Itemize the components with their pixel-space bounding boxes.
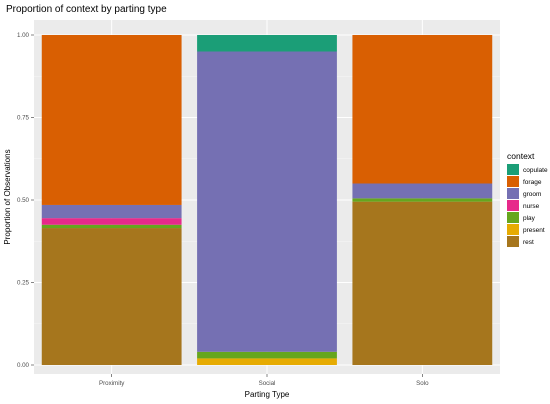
legend-label-play: play xyxy=(523,215,536,222)
bar-social-groom xyxy=(197,51,337,352)
legend-swatch-forage xyxy=(507,176,519,187)
bar-solo-rest xyxy=(352,201,493,365)
legend-swatch-present xyxy=(507,224,519,235)
legend-label-rest: rest xyxy=(523,239,534,246)
legend-title: context xyxy=(507,151,535,161)
axes: 0.00 0.25 0.50 0.75 1.00 Proximity Social Solo xyxy=(17,32,429,387)
legend-swatch-groom xyxy=(507,188,519,199)
y-tick-label: 0.75 xyxy=(17,115,30,122)
y-tick-label: 0.25 xyxy=(17,280,30,287)
bar-proximity-rest xyxy=(41,228,182,365)
bars xyxy=(41,35,493,365)
y-tick-label: 0.00 xyxy=(17,362,30,369)
bar-proximity-groom xyxy=(41,204,182,219)
legend-swatch-copulate xyxy=(507,164,519,175)
bar-social-copulate xyxy=(197,35,337,52)
x-axis-title: Parting Type xyxy=(245,390,290,399)
legend-label-forage: forage xyxy=(523,179,542,186)
legend-label-copulate: copulate xyxy=(523,167,548,174)
x-tick-label: Solo xyxy=(416,380,429,387)
legend-swatch-rest xyxy=(507,236,519,247)
chart-title: Proportion of context by parting type xyxy=(6,4,167,15)
legend-label-nurse: nurse xyxy=(523,203,540,210)
x-tick-label: Social xyxy=(259,380,276,387)
bar-proximity-play xyxy=(41,224,182,229)
legend-swatch-play xyxy=(507,212,519,223)
legend-label-groom: groom xyxy=(523,191,541,198)
bar-proximity-nurse xyxy=(41,218,182,225)
bar-social-play xyxy=(197,351,337,359)
legend-swatch-nurse xyxy=(507,200,519,211)
bar-solo-groom xyxy=(352,183,493,199)
bar-proximity-forage xyxy=(41,35,182,205)
y-tick-label: 0.50 xyxy=(17,197,30,204)
y-tick-label: 1.00 xyxy=(17,32,30,39)
bar-solo-forage xyxy=(352,35,493,184)
bar-solo-play xyxy=(352,198,493,202)
x-tick-label: Proximity xyxy=(99,380,125,387)
bar-social-present xyxy=(197,358,337,365)
legend-label-present: present xyxy=(523,227,545,234)
legend: context copulate forage groom nurse play pres… xyxy=(507,151,548,247)
y-axis-title: Proportion of Observations xyxy=(3,149,12,244)
